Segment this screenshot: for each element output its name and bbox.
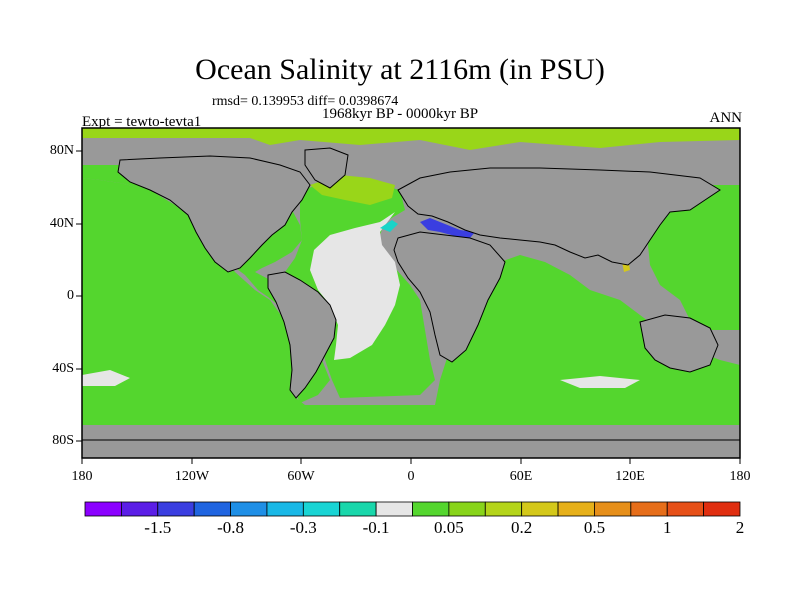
colorbar-swatch bbox=[157, 501, 195, 517]
colorbar-swatch bbox=[412, 501, 450, 517]
lon-label-180w: 180 bbox=[71, 469, 93, 484]
land-eurasia bbox=[397, 167, 721, 266]
lon-label-180e: 180 bbox=[729, 469, 751, 484]
land-north-america bbox=[117, 155, 311, 273]
land-africa bbox=[393, 231, 506, 363]
colorbar-swatch bbox=[339, 501, 377, 517]
lon-label-60w: 60W bbox=[287, 469, 315, 484]
colorbar-label: -1.5 bbox=[144, 518, 172, 537]
lat-label-80s: 80S bbox=[52, 433, 74, 448]
colorbar-swatch bbox=[448, 501, 486, 517]
land-south-america bbox=[267, 271, 337, 399]
colorbar-swatch bbox=[193, 501, 231, 517]
colorbar-label: 0.5 bbox=[583, 518, 606, 537]
colorbar-label: 2 bbox=[735, 518, 745, 537]
colorbar-swatch bbox=[230, 501, 268, 517]
colorbar-label: 0.2 bbox=[511, 518, 533, 537]
map-title: Ocean Salinity at 2116m (in PSU) bbox=[195, 53, 605, 86]
colorbar-label: 1 bbox=[662, 518, 672, 537]
ocean-neutral-patch-2 bbox=[560, 376, 640, 388]
ocean-west-pacific bbox=[640, 185, 740, 330]
lat-label-40n: 40N bbox=[49, 216, 74, 231]
colorbar-swatch bbox=[521, 501, 559, 517]
lon-label-60e: 60E bbox=[509, 469, 533, 484]
land-greenland bbox=[304, 147, 349, 189]
land-layer bbox=[81, 147, 741, 459]
colorbar-swatch bbox=[484, 501, 523, 517]
colorbar-swatch bbox=[302, 501, 341, 517]
stats-label: rmsd= 0.139953 diff= 0.0398674 bbox=[212, 94, 399, 109]
colorbar-label: -0.3 bbox=[289, 518, 317, 537]
lon-label-120e: 120E bbox=[615, 469, 645, 484]
colorbar-swatch bbox=[630, 501, 668, 517]
colorbar-swatch bbox=[666, 501, 705, 517]
colorbar-swatch bbox=[266, 501, 304, 517]
ocean-south-pacific bbox=[82, 178, 740, 425]
lat-label-40s: 40S bbox=[52, 361, 74, 376]
colorbar-swatch bbox=[84, 501, 122, 517]
season-label: ANN bbox=[709, 110, 743, 126]
colorbar-label: 0.05 bbox=[434, 518, 464, 537]
colorbar-label: -0.8 bbox=[217, 518, 244, 537]
colorbar-swatch bbox=[120, 501, 159, 517]
land-australia bbox=[639, 314, 719, 373]
ocean-indian bbox=[435, 255, 740, 405]
colorbar-swatch bbox=[594, 501, 632, 517]
ocean-mediterranean bbox=[420, 218, 475, 238]
colorbar-swatch bbox=[703, 501, 741, 517]
lon-label-120w: 120W bbox=[174, 469, 210, 484]
lon-label-0: 0 bbox=[407, 469, 415, 484]
lat-label-0: 0 bbox=[67, 288, 74, 303]
ocean-neutral-tongue bbox=[310, 212, 400, 360]
experiment-label: Expt = tewto-tevta1 bbox=[82, 114, 202, 130]
colorbar-swatch bbox=[557, 501, 595, 517]
lat-label-80n: 80N bbox=[49, 143, 74, 158]
colorbar-label: -0.1 bbox=[362, 518, 390, 537]
period-label: 1968kyr BP - 0000kyr BP bbox=[322, 106, 479, 122]
ocean-cyan-atlantic bbox=[380, 220, 398, 232]
colorbar-swatch bbox=[375, 501, 413, 517]
ocean-neutral-south bbox=[82, 370, 130, 386]
axis-ticks bbox=[76, 150, 741, 464]
ocean-arctic bbox=[82, 128, 740, 150]
